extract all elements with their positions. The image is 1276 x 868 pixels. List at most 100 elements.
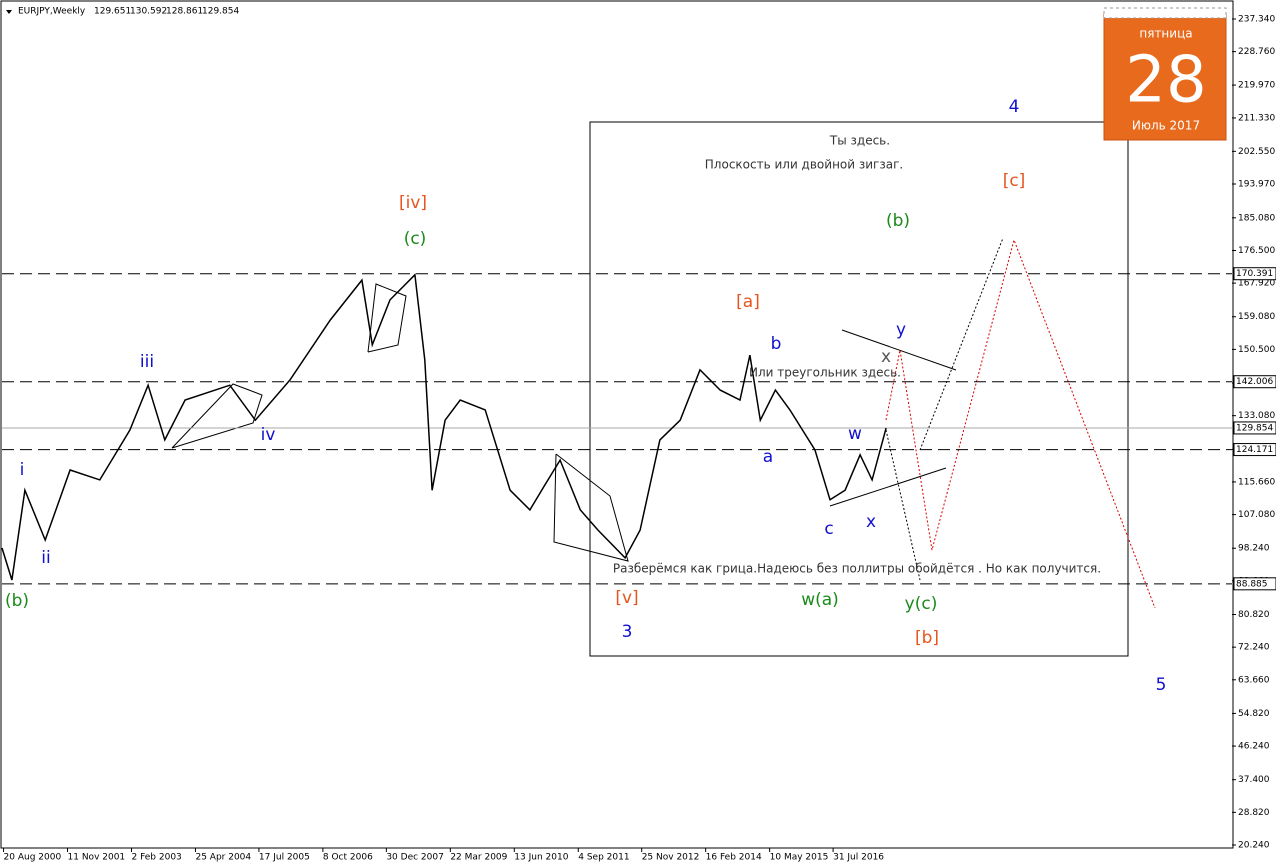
y-tick-label: 37.400	[1238, 775, 1270, 785]
menu-arrow	[6, 10, 12, 14]
wave-label: 3	[622, 622, 633, 642]
calendar-body	[1103, 13, 1227, 141]
level-box	[1233, 375, 1276, 389]
y-tick-label: 20.240	[1238, 840, 1270, 850]
y-tick-label: 115.660	[1238, 477, 1275, 487]
calendar: пятница 28 Июль 2017	[1103, 7, 1227, 141]
wave-label: 4	[1009, 97, 1020, 117]
y-tick-label: 167.920	[1238, 279, 1275, 289]
wave-label: [a]	[736, 292, 760, 312]
x-tick-label: 30 Dec 2007	[386, 853, 444, 863]
calendar-day: 28	[1125, 44, 1206, 118]
x-tick-label: 31 Jul 2016	[833, 853, 884, 863]
x-tick-label: 25 Nov 2012	[642, 853, 700, 863]
y-tick-label: 202.550	[1238, 147, 1275, 157]
wave-label: (b)	[886, 211, 910, 231]
y-tick-label: 211.330	[1238, 113, 1275, 123]
x-tick-label: 16 Feb 2014	[706, 853, 762, 863]
calendar-month: Июль 2017	[1132, 119, 1200, 133]
note: Ты здесь.	[829, 134, 890, 148]
y-tick-label: 46.240	[1238, 742, 1270, 752]
wave-label: w	[848, 424, 862, 444]
projection	[885, 429, 921, 581]
y-tick-label: 133.080	[1238, 411, 1275, 421]
x-tick-label: 2 Feb 2003	[132, 853, 182, 863]
y-tick-label: 228.760	[1238, 47, 1275, 57]
x-tick-label: 22 Mar 2009	[450, 853, 507, 863]
y-tick-label: 28.820	[1238, 808, 1270, 818]
wave-label: (b)	[5, 591, 29, 611]
chart-title: EURJPY,Weekly	[18, 7, 86, 17]
box	[589, 121, 1129, 657]
wave-label: [iv]	[399, 193, 427, 213]
ohlc-value: 128.861	[166, 7, 203, 17]
wave-label: (c)	[404, 229, 427, 249]
note: Плоскость или двойной зигзаг.	[705, 158, 903, 172]
wave-label: c	[824, 519, 833, 539]
level-label: 129.854	[1236, 423, 1273, 433]
drawings	[171, 121, 1156, 657]
wave-label: y	[896, 320, 906, 340]
wave-label: x	[866, 512, 876, 532]
trendline	[841, 329, 957, 371]
wave-label: ii	[41, 548, 50, 568]
level-label: 88.885	[1236, 579, 1268, 589]
y-tick-label: 185.080	[1238, 213, 1275, 223]
wave-label: [v]	[615, 588, 638, 608]
y-tick-label: 219.970	[1238, 81, 1275, 91]
note: Или треугольник здесь.	[749, 366, 901, 380]
x-tick-label: 11 Nov 2001	[68, 853, 126, 863]
y-tick-label: 72.240	[1238, 643, 1270, 653]
wave-label: iv	[261, 425, 276, 445]
ohlc-value: 130.592	[130, 7, 167, 17]
y-tick-label: 193.970	[1238, 179, 1275, 189]
y-tick-label: 107.080	[1238, 510, 1275, 520]
level-label: 170.391	[1236, 269, 1273, 279]
x-tick-label: 10 May 2015	[770, 853, 829, 863]
y-tick-label: 63.660	[1238, 675, 1270, 685]
y-tick-label: 159.080	[1238, 312, 1275, 322]
y-tick-label: 80.820	[1238, 610, 1270, 620]
y-tick-label: 176.500	[1238, 246, 1275, 256]
wave-label: [c]	[1003, 171, 1026, 191]
wave-label: y(c)	[905, 594, 938, 614]
wave-label: 5	[1156, 675, 1167, 695]
triangle	[171, 383, 263, 449]
wave-label: x	[881, 347, 891, 367]
wave-label: a	[763, 447, 773, 467]
wave-label: b	[771, 334, 782, 354]
level-box	[1233, 577, 1276, 591]
level-label: 142.006	[1236, 377, 1273, 387]
wave-label: w(a)	[801, 590, 839, 610]
ohlc-value: 129.651	[94, 7, 131, 17]
price-line	[1, 273, 887, 581]
x-tick-label: 25 Apr 2004	[195, 853, 251, 863]
level-box	[1233, 443, 1276, 457]
wave-label: i	[20, 460, 25, 480]
ohlc-value: 129.854	[202, 7, 239, 17]
trendline	[829, 467, 947, 507]
x-tick-label: 13 Jun 2010	[514, 853, 568, 863]
x-tick-label: 8 Oct 2006	[323, 853, 373, 863]
x-tick-label: 17 Jul 2005	[259, 853, 310, 863]
triangle	[367, 283, 407, 353]
level-box	[1233, 421, 1276, 435]
projection	[885, 238, 1156, 609]
y-tick-label: 150.500	[1238, 345, 1275, 355]
wave-label: iii	[140, 352, 154, 372]
level-label: 124.171	[1236, 445, 1273, 455]
plot-frame	[0, 0, 1234, 849]
wave-label: [b]	[915, 628, 939, 648]
y-tick-label: 237.340	[1238, 14, 1275, 24]
note: Разберёмся как грица.Надеюсь без поллитр…	[613, 562, 1101, 576]
projection	[919, 237, 1004, 451]
x-tick-label: 4 Sep 2011	[578, 853, 629, 863]
y-tick-label: 98.240	[1238, 544, 1270, 554]
y-tick-label: 54.820	[1238, 709, 1270, 719]
level-box	[1233, 267, 1276, 281]
triangle	[553, 453, 629, 562]
calendar-weekday: пятница	[1139, 27, 1192, 41]
calendar-rings	[1103, 7, 1227, 19]
